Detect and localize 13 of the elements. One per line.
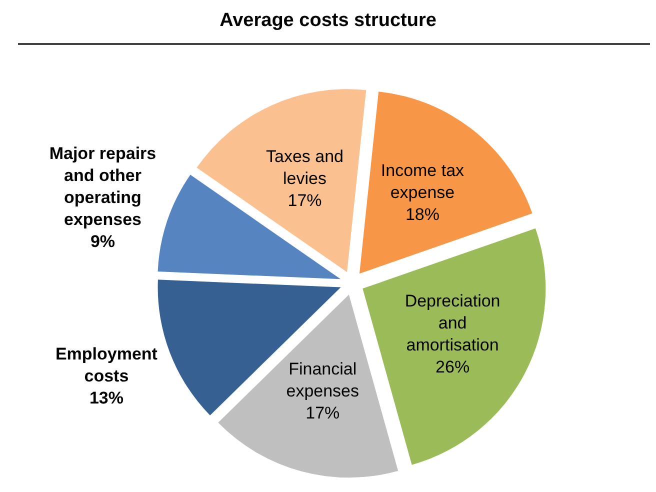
data-label: 17% [306,404,340,424]
data-label: 9% [90,232,116,252]
data-label: 17% [288,191,322,210]
slice-label: Taxes and levies [266,147,344,188]
data-label: 13% [89,388,124,408]
slice-label: Depreciation and amortisation [404,292,500,356]
slice-label: Employment costs [55,344,158,386]
slice-label: Major repairs and other operating expenses [49,144,156,230]
data-label: 18% [405,206,440,225]
chart-title: Average costs structure [220,10,436,31]
data-label: 26% [436,358,470,378]
slice-label: Financial expenses [286,360,360,402]
slice-label: Income tax expense [380,162,465,203]
